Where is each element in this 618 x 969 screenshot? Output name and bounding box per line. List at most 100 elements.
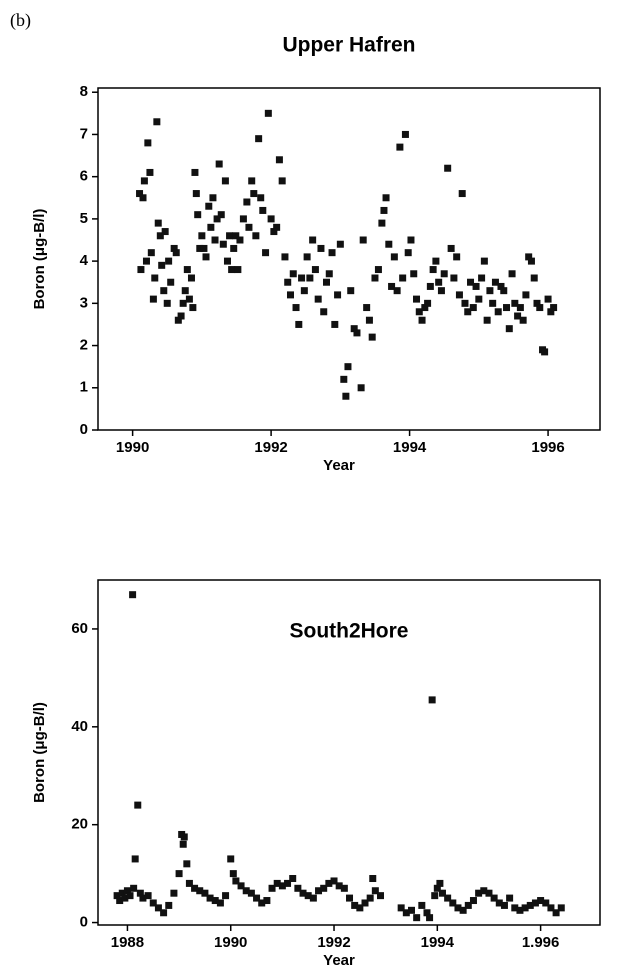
point	[505, 325, 513, 333]
point	[388, 282, 396, 290]
point	[299, 889, 307, 897]
point	[123, 887, 131, 895]
point	[435, 278, 443, 286]
point	[139, 194, 147, 202]
point	[129, 591, 137, 599]
point	[483, 316, 491, 324]
point	[429, 266, 437, 274]
point	[506, 894, 514, 902]
point	[497, 282, 505, 290]
point	[154, 219, 162, 227]
y-tick-label: 20	[71, 816, 88, 833]
x-tick-label: 1990	[214, 934, 247, 951]
point	[259, 206, 267, 214]
point	[527, 257, 535, 265]
point	[167, 278, 175, 286]
y-tick-label: 0	[80, 914, 88, 931]
point	[149, 295, 157, 303]
point	[191, 884, 199, 892]
point	[314, 295, 322, 303]
point	[346, 894, 354, 902]
point	[485, 889, 493, 897]
point	[147, 249, 155, 257]
point	[268, 884, 276, 892]
point	[401, 130, 409, 138]
point	[245, 223, 253, 231]
y-tick-label: 1	[80, 379, 88, 396]
point	[455, 291, 463, 299]
point	[516, 906, 524, 914]
point	[340, 884, 348, 892]
point	[179, 840, 187, 848]
point	[278, 882, 286, 890]
point	[315, 887, 323, 895]
point	[303, 253, 311, 261]
point	[196, 887, 204, 895]
point	[444, 164, 452, 172]
point	[320, 884, 328, 892]
point	[289, 875, 297, 883]
point	[522, 291, 530, 299]
point	[325, 879, 333, 887]
point	[174, 316, 182, 324]
point	[500, 287, 508, 295]
point	[177, 312, 185, 320]
point	[294, 884, 302, 892]
point	[508, 270, 516, 278]
point	[374, 266, 382, 274]
point	[300, 287, 308, 295]
point	[356, 904, 364, 912]
point	[320, 308, 328, 316]
point	[436, 879, 444, 887]
point	[207, 223, 215, 231]
y-tick-label: 2	[80, 337, 88, 354]
point	[547, 308, 555, 316]
y-tick-label: 8	[80, 83, 88, 100]
y-tick-label: 7	[80, 125, 88, 142]
point	[365, 316, 373, 324]
point	[426, 282, 434, 290]
point	[511, 904, 519, 912]
point	[183, 266, 191, 274]
x-tick-label: 1994	[393, 439, 427, 456]
point	[385, 240, 393, 248]
x-tick-label: 1992	[317, 934, 350, 951]
point	[335, 882, 343, 890]
x-tick-label: 1.996	[522, 934, 560, 951]
point	[552, 909, 560, 917]
point	[121, 894, 129, 902]
point	[531, 899, 539, 907]
point	[366, 894, 374, 902]
point	[140, 177, 148, 185]
point	[464, 901, 472, 909]
chart-title: South2Hore	[289, 620, 408, 643]
point	[278, 177, 286, 185]
point	[284, 879, 292, 887]
point	[154, 904, 162, 912]
point	[514, 312, 522, 320]
y-tick-label: 3	[80, 294, 88, 311]
point	[137, 266, 145, 274]
point	[232, 877, 240, 885]
point	[351, 901, 359, 909]
point	[480, 257, 488, 265]
point	[458, 190, 466, 198]
point	[160, 287, 168, 295]
point	[194, 211, 202, 219]
point	[368, 333, 376, 341]
point	[130, 884, 138, 892]
point	[353, 329, 361, 337]
point	[486, 287, 494, 295]
point	[275, 156, 283, 164]
point	[407, 236, 415, 244]
x-axis-label: Year	[323, 952, 355, 969]
point	[252, 232, 260, 240]
point	[144, 139, 152, 147]
point	[472, 282, 480, 290]
point	[519, 316, 527, 324]
point	[418, 901, 426, 909]
point	[526, 901, 534, 909]
point	[347, 287, 355, 295]
point	[262, 249, 270, 257]
point	[537, 897, 545, 905]
